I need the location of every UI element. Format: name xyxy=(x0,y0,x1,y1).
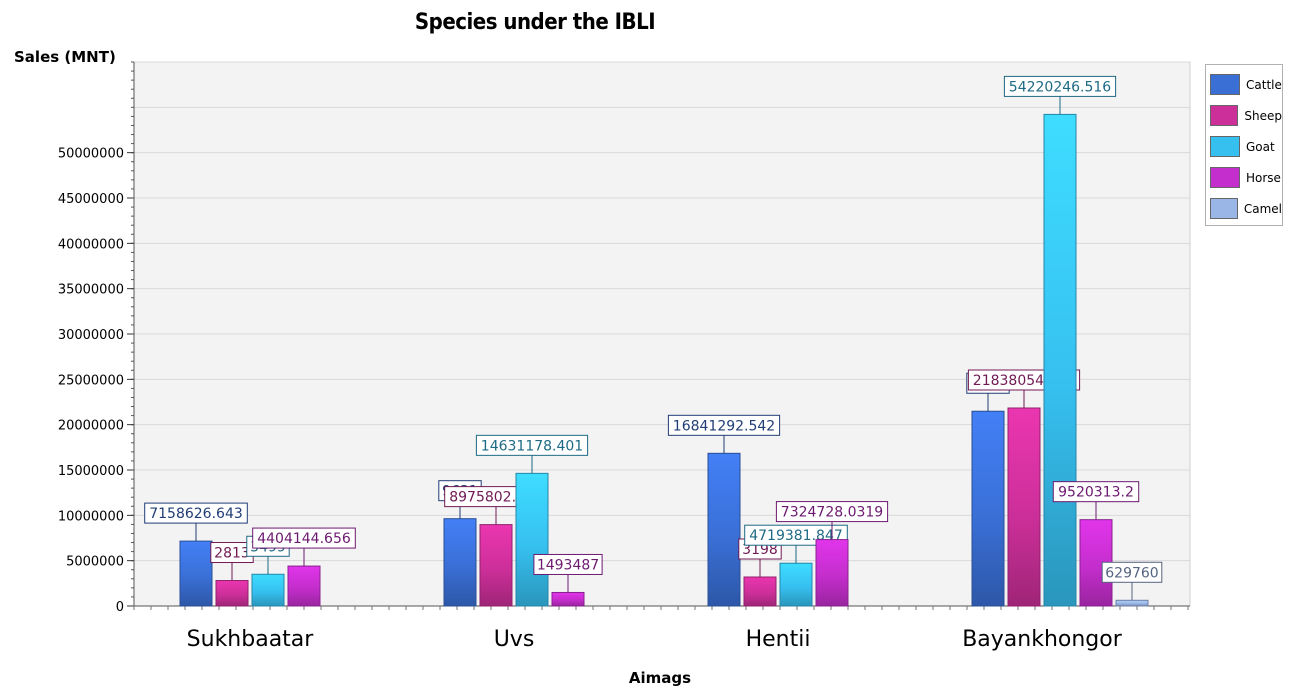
data-label-box xyxy=(1003,75,1117,97)
bar-cattle xyxy=(179,540,213,607)
data-label: 7324728.0319 xyxy=(781,505,883,521)
bar-cattle xyxy=(971,410,1005,607)
y-tick-label: 30000000 xyxy=(58,328,124,343)
bar-sheep xyxy=(743,576,777,607)
bar-goat xyxy=(251,573,285,607)
legend-swatch-cattle xyxy=(1210,74,1240,95)
legend-item-cattle: Cattle xyxy=(1210,69,1282,100)
bar-sheep xyxy=(215,580,249,607)
data-label-box xyxy=(667,414,781,436)
bar-camel xyxy=(1115,599,1149,607)
y-tick-label: 0 xyxy=(116,600,124,615)
legend-label-goat: Goat xyxy=(1246,139,1275,154)
bar-cattle xyxy=(443,518,477,607)
bar-sheep xyxy=(479,524,513,607)
legend-swatch-camel xyxy=(1210,198,1238,219)
data-label-box xyxy=(475,434,589,456)
y-tick-label: 5000000 xyxy=(66,555,124,570)
legend-label-cattle: Cattle xyxy=(1246,77,1282,92)
y-tick-label: 35000000 xyxy=(58,283,124,298)
data-label: 54220246.516 xyxy=(1009,79,1112,95)
legend-item-horse: Horse xyxy=(1210,162,1282,193)
x-axis-title: Aimags xyxy=(628,669,692,687)
data-label: 4404144.656 xyxy=(257,531,351,547)
legend-label-sheep: Sheep xyxy=(1244,108,1282,123)
y-tick-label: 25000000 xyxy=(58,373,124,388)
data-label: 2813 xyxy=(214,546,250,562)
bar-horse xyxy=(287,565,321,607)
x-category-label: Hentii xyxy=(746,627,811,652)
y-tick-label: 50000000 xyxy=(58,147,124,162)
chart-title: Species under the IBLI xyxy=(414,10,656,35)
data-label: 629760 xyxy=(1105,565,1158,581)
x-category-label: Sukhbaatar xyxy=(187,627,315,652)
data-label-box xyxy=(144,502,248,524)
legend-swatch-sheep xyxy=(1210,105,1239,126)
y-tick-label: 15000000 xyxy=(58,464,124,479)
legend-swatch-horse xyxy=(1210,167,1240,188)
data-label: 16841292.542 xyxy=(673,418,775,434)
legend-item-camel: Camel xyxy=(1210,193,1282,224)
data-label: 1493487 xyxy=(537,557,599,573)
y-tick-label: 20000000 xyxy=(58,419,124,434)
data-label-box xyxy=(775,501,889,523)
data-label: 9520313.2 xyxy=(1058,485,1134,501)
y-axis-title: Sales (MNT) xyxy=(14,48,116,66)
legend-label-horse: Horse xyxy=(1246,170,1281,185)
y-tick-label: 45000000 xyxy=(58,192,124,207)
legend-item-goat: Goat xyxy=(1210,131,1282,162)
bar-goat xyxy=(779,562,813,607)
bar-sheep xyxy=(1007,407,1041,607)
bar-horse xyxy=(815,539,849,607)
data-label-box xyxy=(252,527,356,549)
y-tick-label: 10000000 xyxy=(58,509,124,524)
y-tick-label: 40000000 xyxy=(58,237,124,252)
x-category-label: Bayankhongor xyxy=(962,627,1123,652)
bar-cattle xyxy=(707,452,741,607)
data-label-box xyxy=(1101,561,1163,583)
data-label: 14631178.401 xyxy=(481,438,583,454)
chart-legend: Cattle Sheep Goat Horse Camel xyxy=(1205,64,1283,226)
legend-item-sheep: Sheep xyxy=(1210,100,1282,131)
bar-goat xyxy=(515,472,549,607)
data-label-box xyxy=(533,553,603,575)
data-label-box xyxy=(1052,481,1140,503)
legend-swatch-goat xyxy=(1210,136,1240,157)
x-category-label: Uvs xyxy=(494,627,535,652)
legend-label-camel: Camel xyxy=(1243,201,1282,216)
bar-goat xyxy=(1043,113,1077,607)
data-label: 7158626.643 xyxy=(149,506,243,522)
bar-horse xyxy=(551,591,585,607)
data-label: 3198 xyxy=(742,542,778,558)
